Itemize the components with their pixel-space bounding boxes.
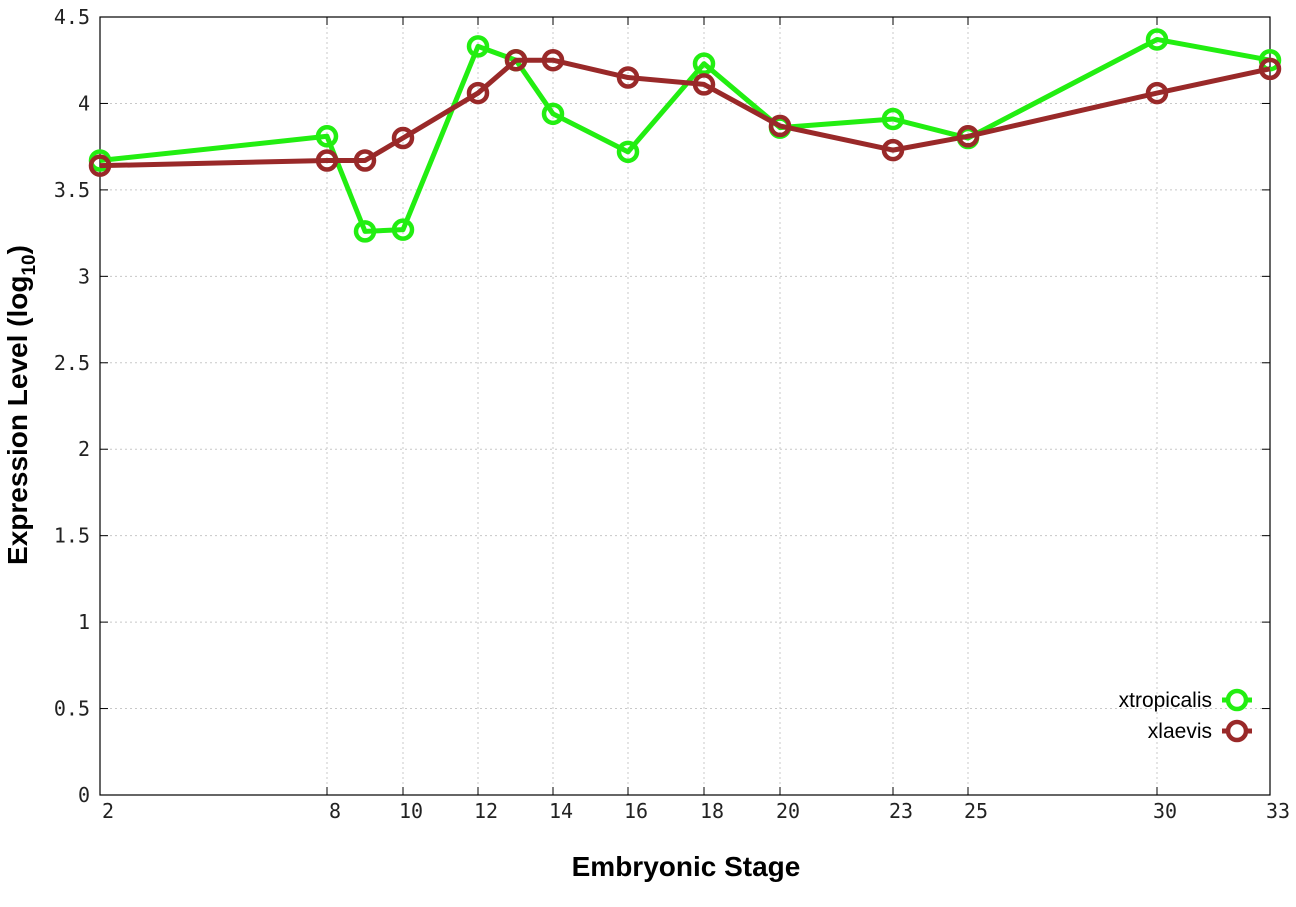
y-axis-title-subscript: 10	[19, 254, 40, 275]
x-tick-label: 10	[399, 799, 423, 823]
plot-frame	[99, 16, 1271, 796]
x-tick-label: 18	[700, 799, 724, 823]
data-point-xlaevis	[541, 48, 565, 72]
data-point-xlaevis	[692, 73, 716, 96]
x-tick-label: 20	[776, 799, 800, 823]
data-point-xlaevis	[1145, 81, 1169, 105]
data-point-xlaevis	[466, 81, 490, 105]
data-point-xtropicalis	[692, 52, 716, 75]
y-tick-label: 4.5	[54, 5, 90, 29]
x-tick-label: 8	[329, 799, 341, 823]
y-tick-label: 3	[78, 264, 90, 288]
y-tick-label: 1	[78, 610, 90, 634]
data-point-xlaevis	[391, 126, 415, 150]
data-point-xtropicalis	[353, 220, 377, 243]
legend-marker-xtropicalis	[1225, 688, 1249, 712]
legend-marker-xlaevis	[1225, 719, 1249, 743]
data-point-xlaevis	[1258, 57, 1282, 81]
grid-lines	[100, 17, 1270, 795]
x-tick-label: 23	[889, 799, 913, 823]
data-series	[88, 28, 1282, 243]
series-line-xtropicalis	[99, 36, 1271, 234]
legend-label-xtropicalis: xtropicalis	[1119, 689, 1212, 712]
data-point-xlaevis	[315, 149, 339, 172]
x-axis-title: Embryonic Stage	[572, 851, 801, 882]
data-point-xlaevis	[353, 149, 377, 172]
y-tick-label: 3.5	[54, 178, 90, 202]
legend-label-xlaevis: xlaevis	[1148, 720, 1212, 743]
axes: 0 0.5 1 1.5 2 2.5 3 3.5 4 4.5 2 8 10 12 14 16 18 20 23 25 30…	[54, 5, 1290, 823]
data-point-xlaevis	[88, 154, 112, 177]
x-tick-label: 14	[549, 799, 573, 823]
legend: xtropicalis xlaevis	[1119, 688, 1252, 743]
series-line-xlaevis	[99, 57, 1271, 169]
x-tick-label: 25	[964, 799, 988, 823]
data-point-xtropicalis	[616, 140, 640, 164]
y-tick-label: 4	[78, 91, 90, 115]
data-point-xtropicalis	[466, 35, 490, 58]
x-tick-label: 30	[1153, 799, 1177, 823]
y-axis-title-close: )	[2, 245, 33, 254]
y-tick-label: 0	[78, 783, 90, 807]
data-point-xtropicalis	[1145, 28, 1169, 51]
y-tick-label: 2.5	[54, 351, 90, 375]
x-tick-label: 2	[102, 799, 114, 823]
y-tick-label: 2	[78, 437, 90, 461]
y-axis-title-main: Expression Level (log	[2, 276, 33, 565]
data-point-xlaevis	[881, 138, 905, 162]
x-tick-label: 16	[624, 799, 648, 823]
data-point-xlaevis	[956, 125, 980, 148]
data-point-xtropicalis	[541, 102, 565, 126]
data-point-xlaevis	[616, 66, 640, 89]
y-tick-label: 1.5	[54, 524, 90, 548]
data-point-xtropicalis	[315, 125, 339, 148]
series-xtropicalis	[88, 28, 1282, 243]
data-point-xtropicalis	[881, 107, 905, 131]
x-tick-label: 33	[1266, 799, 1290, 823]
x-tick-label: 12	[474, 799, 498, 823]
y-axis-title: Expression Level (log10)	[2, 245, 40, 565]
data-point-xtropicalis	[391, 218, 415, 241]
data-point-xlaevis	[768, 114, 792, 138]
y-tick-label: 0.5	[54, 697, 90, 721]
data-point-xlaevis	[504, 48, 528, 72]
series-xlaevis	[88, 48, 1282, 177]
